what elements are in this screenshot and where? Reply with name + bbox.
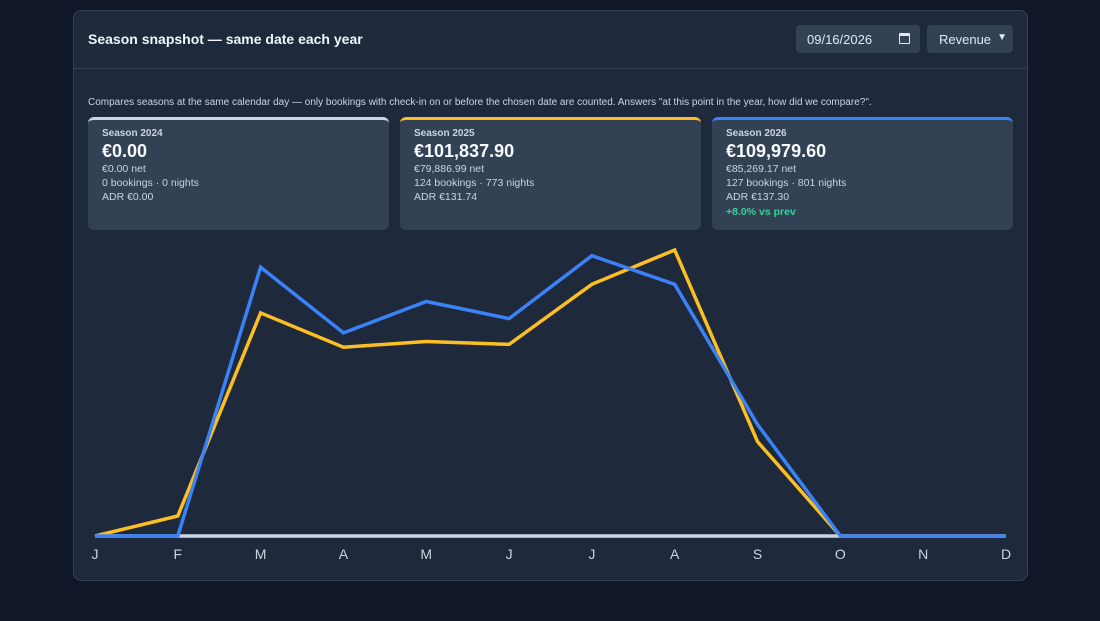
series-line-2026 xyxy=(95,253,1006,538)
x-tick-label: F xyxy=(174,546,183,562)
chevron-down-icon: ▼ xyxy=(997,32,1007,43)
season-card-2026: Season 2026 €109,979.60 €85,269.17 net 1… xyxy=(712,117,1013,230)
panel-header: Season snapshot — same date each year 09… xyxy=(74,11,1027,69)
season-card-2025: Season 2025 €101,837.90 €79,886.99 net 1… xyxy=(400,117,701,230)
season-counts: 124 bookings · 773 nights xyxy=(414,177,535,189)
x-tick-label: S xyxy=(753,546,762,562)
date-value: 09/16/2026 xyxy=(807,31,873,47)
season-label: Season 2024 xyxy=(102,128,163,139)
season-counts: 127 bookings · 801 nights xyxy=(726,177,847,189)
x-tick-label: N xyxy=(918,546,928,562)
x-tick-label: J xyxy=(506,546,513,562)
season-card-2024: Season 2024 €0.00 €0.00 net 0 bookings ·… xyxy=(88,117,389,230)
season-delta-badge: +8.0% vs prev xyxy=(726,206,796,218)
panel-title: Season snapshot — same date each year xyxy=(88,31,363,47)
x-tick-label: J xyxy=(588,546,595,562)
season-label: Season 2026 xyxy=(726,128,787,139)
season-adr: ADR €0.00 xyxy=(102,191,154,203)
season-revenue: €0.00 xyxy=(102,141,148,161)
season-net: €85,269.17 net xyxy=(726,163,797,175)
x-tick-label: D xyxy=(1001,546,1011,562)
season-net: €0.00 net xyxy=(102,163,146,175)
x-tick-label: A xyxy=(339,546,349,562)
calendar-icon[interactable] xyxy=(899,33,910,44)
season-snapshot-panel: Season snapshot — same date each year 09… xyxy=(73,10,1028,581)
x-tick-label: O xyxy=(835,546,846,562)
season-label: Season 2025 xyxy=(414,128,475,139)
season-revenue: €101,837.90 xyxy=(414,141,515,161)
metric-selected: Revenue xyxy=(939,31,992,47)
season-net: €79,886.99 net xyxy=(414,163,485,175)
x-tick-label: M xyxy=(420,546,432,562)
season-adr: ADR €131.74 xyxy=(414,191,478,203)
panel-description: Compares seasons at the same calendar da… xyxy=(88,97,872,108)
season-adr: ADR €137.30 xyxy=(726,191,790,203)
season-counts: 0 bookings · 0 nights xyxy=(102,177,199,189)
season-revenue: €109,979.60 xyxy=(726,141,827,161)
x-tick-label: J xyxy=(92,546,99,562)
x-tick-label: A xyxy=(670,546,680,562)
metric-select[interactable]: Revenue ▼ xyxy=(927,25,1013,53)
series-line-2025 xyxy=(94,247,1006,538)
x-tick-label: M xyxy=(255,546,267,562)
snapshot-date-input[interactable]: 09/16/2026 xyxy=(796,25,920,53)
